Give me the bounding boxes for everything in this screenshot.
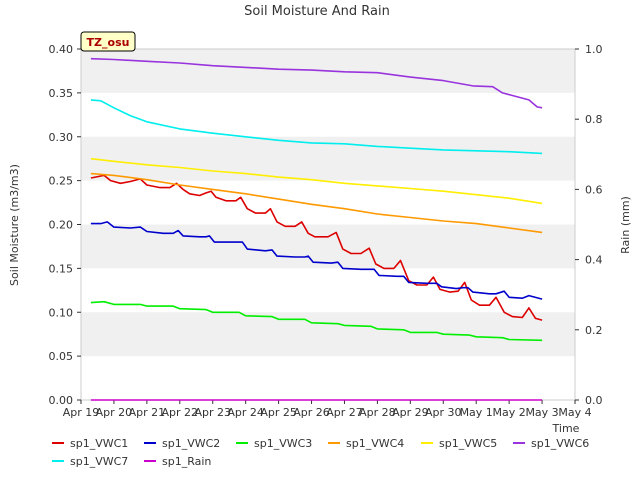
y-tick-label: 0.10: [49, 306, 74, 319]
x-tick-label: Apr 30: [425, 406, 462, 419]
x-tick-label: Apr 19: [63, 406, 100, 419]
y-tick-label: 0.15: [49, 262, 74, 275]
x-tick-label: Apr 23: [194, 406, 231, 419]
badge: TZ_osu: [80, 31, 136, 52]
legend-label: sp1_VWC5: [439, 437, 497, 450]
y2-tick-label: 1.0: [585, 43, 603, 56]
legend-item: sp1_Rain: [144, 455, 211, 468]
y2-tick-label: 0.0: [585, 394, 603, 407]
y2-tick-label: 0.4: [585, 254, 603, 267]
badge-label: TZ_osu: [87, 36, 130, 49]
y-tick-label: 0.30: [49, 131, 74, 144]
legend-label: sp1_VWC7: [70, 455, 128, 468]
series-line-sp1-vwc5: [90, 157, 543, 205]
x-tick-label: May 4: [558, 406, 591, 419]
legend-item: sp1_VWC7: [52, 455, 128, 468]
y2-axis-label: Rain (mm): [619, 196, 632, 254]
legend-item: sp1_VWC5: [421, 437, 497, 450]
legend: sp1_VWC1 sp1_VWC2 sp1_VWC3 sp1_VWC4 sp1_VWC5…: [52, 437, 589, 468]
x-tick-label: May 3: [525, 406, 558, 419]
x-tick-label: May 2: [493, 406, 526, 419]
x-tick-label: May 1: [460, 406, 493, 419]
x-axis-label: Time: [552, 422, 580, 435]
y2-tick-label: 0.8: [585, 113, 603, 126]
legend-label: sp1_VWC2: [162, 437, 220, 450]
legend-item: sp1_VWC1: [52, 437, 128, 450]
y-tick-label: 0.40: [49, 43, 74, 56]
legend-item: sp1_VWC2: [144, 437, 220, 450]
legend-item: sp1_VWC4: [328, 437, 404, 450]
badge-box: [80, 31, 136, 52]
grid-band: [81, 312, 575, 357]
legend-item: sp1_VWC3: [236, 437, 312, 450]
y-tick-label: 0.20: [49, 219, 74, 232]
series-line-sp1-vwc3: [90, 300, 543, 342]
legend-label: sp1_VWC3: [254, 437, 312, 450]
series-line-sp1-vwc2: [90, 221, 543, 300]
y-tick-label: 0.35: [49, 87, 74, 100]
x-tick-label: Apr 20: [96, 406, 133, 419]
grid-bands: [81, 49, 575, 357]
y-axis-left: 0.00 0.05 0.10 0.15 0.20 0.25 0.30 0.35 0.40: [49, 43, 81, 407]
chart-title: Soil Moisture And Rain: [244, 4, 390, 19]
y-tick-label: 0.05: [49, 350, 74, 363]
series-line-sp1-vwc6: [90, 57, 543, 109]
x-tick-label: Apr 26: [293, 406, 330, 419]
y2-tick-label: 0.6: [585, 183, 603, 196]
grid-band: [81, 224, 575, 269]
legend-label: sp1_Rain: [162, 455, 211, 468]
y2-tick-label: 0.2: [585, 324, 603, 337]
x-tick-label: Apr 21: [129, 406, 166, 419]
y-tick-label: 0.00: [49, 394, 74, 407]
x-tick-label: Apr 28: [359, 406, 396, 419]
legend-label: sp1_VWC4: [346, 437, 404, 450]
x-tick-label: Apr 24: [227, 406, 264, 419]
series-lines: [90, 57, 543, 401]
y-axis-label: Soil Moisture (m3/m3): [8, 164, 21, 286]
legend-label: sp1_VWC6: [531, 437, 589, 450]
series-line-sp1-vwc7: [90, 99, 543, 155]
series-line-sp1-vwc4: [90, 172, 543, 234]
x-tick-label: Apr 27: [326, 406, 363, 419]
legend-item: sp1_VWC6: [513, 437, 589, 450]
x-tick-label: Apr 22: [162, 406, 199, 419]
x-tick-label: Apr 25: [260, 406, 297, 419]
x-tick-label: Apr 29: [392, 406, 429, 419]
y-axis-right: 0.0 0.2 0.4 0.6 0.8 1.0: [575, 43, 603, 407]
y-tick-label: 0.25: [49, 175, 74, 188]
legend-label: sp1_VWC1: [70, 437, 128, 450]
